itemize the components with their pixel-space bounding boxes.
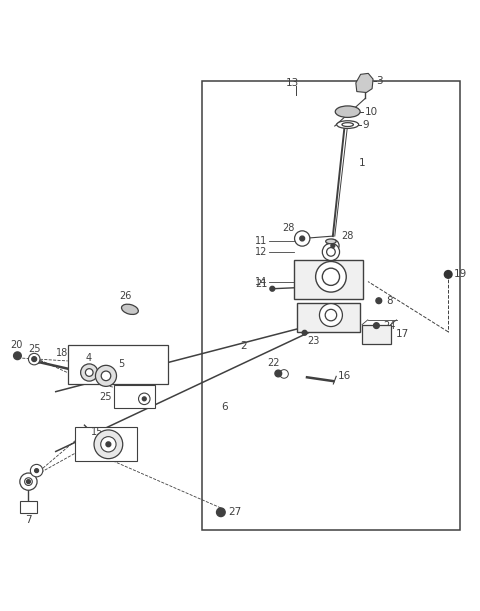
Text: 6: 6: [221, 403, 228, 412]
Circle shape: [96, 365, 117, 386]
Text: 8: 8: [386, 296, 393, 306]
Circle shape: [216, 508, 225, 516]
Circle shape: [13, 352, 21, 360]
Text: 16: 16: [338, 371, 351, 381]
Circle shape: [325, 309, 336, 321]
Circle shape: [323, 268, 339, 285]
Text: 25: 25: [99, 392, 112, 402]
Text: 27: 27: [228, 507, 241, 518]
Circle shape: [323, 243, 339, 260]
Circle shape: [373, 323, 379, 329]
Circle shape: [28, 353, 40, 365]
Circle shape: [295, 231, 310, 246]
Circle shape: [270, 287, 275, 291]
Bar: [114, 386, 155, 408]
Text: 18: 18: [56, 348, 68, 358]
Circle shape: [35, 469, 38, 472]
Circle shape: [300, 236, 305, 241]
Text: 28: 28: [341, 231, 354, 241]
Circle shape: [326, 247, 335, 256]
Text: 10: 10: [364, 107, 378, 117]
Circle shape: [94, 430, 123, 459]
Text: 25: 25: [28, 343, 40, 354]
Text: 21: 21: [255, 279, 268, 289]
Circle shape: [20, 473, 37, 490]
Circle shape: [32, 357, 36, 362]
Circle shape: [106, 442, 111, 447]
Ellipse shape: [342, 123, 353, 126]
Circle shape: [143, 397, 146, 401]
Circle shape: [30, 464, 43, 477]
Text: 28: 28: [282, 223, 295, 233]
Ellipse shape: [325, 239, 336, 244]
Circle shape: [101, 437, 116, 452]
Bar: [298, 303, 360, 332]
Circle shape: [316, 262, 346, 292]
Text: 7: 7: [25, 515, 32, 525]
Circle shape: [26, 480, 30, 483]
Bar: [20, 501, 37, 513]
Text: 15: 15: [91, 427, 103, 437]
Text: 2: 2: [240, 341, 247, 351]
Ellipse shape: [335, 106, 360, 117]
Text: 24: 24: [384, 321, 396, 331]
Bar: [68, 345, 168, 384]
Bar: [202, 81, 460, 530]
Text: 17: 17: [396, 329, 409, 339]
Circle shape: [320, 304, 342, 326]
Text: 5: 5: [119, 359, 125, 370]
Text: 14: 14: [255, 277, 267, 287]
Bar: [75, 426, 137, 461]
Circle shape: [275, 370, 282, 377]
Text: 3: 3: [376, 76, 383, 86]
Circle shape: [24, 478, 32, 486]
Circle shape: [139, 393, 150, 404]
Circle shape: [280, 370, 288, 378]
Text: 23: 23: [307, 337, 319, 346]
Text: 1: 1: [359, 158, 365, 168]
Circle shape: [81, 364, 98, 381]
Bar: [294, 260, 363, 299]
Text: 19: 19: [454, 269, 467, 279]
Bar: [362, 324, 391, 344]
Circle shape: [101, 371, 111, 381]
Text: 12: 12: [255, 247, 267, 257]
Circle shape: [326, 240, 339, 252]
Text: 13: 13: [286, 78, 299, 88]
Polygon shape: [356, 73, 373, 92]
Text: 11: 11: [255, 236, 267, 246]
Ellipse shape: [121, 304, 138, 315]
Text: 9: 9: [362, 120, 369, 130]
Text: 26: 26: [119, 291, 132, 301]
Circle shape: [444, 271, 452, 278]
Circle shape: [85, 368, 93, 376]
Circle shape: [302, 331, 307, 335]
Circle shape: [331, 244, 335, 247]
Text: 4: 4: [85, 353, 91, 363]
Text: 20: 20: [10, 340, 23, 350]
Circle shape: [376, 298, 382, 304]
Text: 22: 22: [267, 358, 280, 368]
Ellipse shape: [336, 121, 359, 128]
